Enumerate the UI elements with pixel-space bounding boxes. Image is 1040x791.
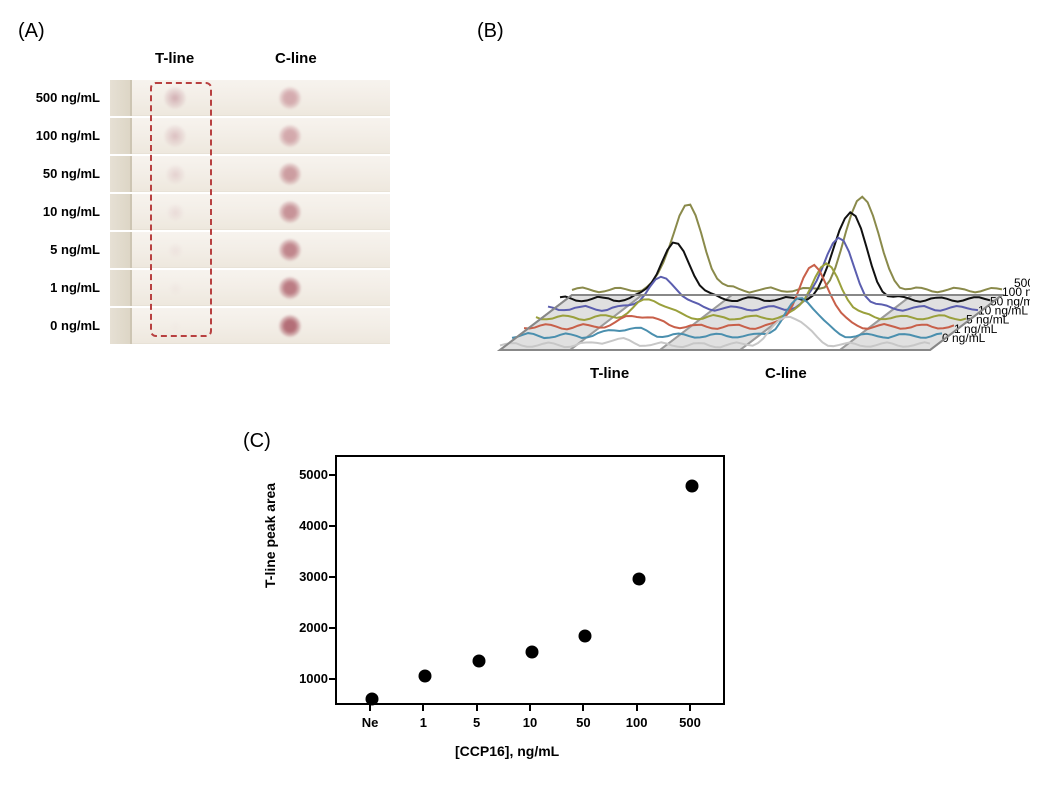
- y-tick-mark: [329, 678, 335, 680]
- x-tick-label: Ne: [362, 715, 379, 730]
- x-tick-label: 5: [473, 715, 480, 730]
- x-tick-label: 100: [626, 715, 648, 730]
- c-line-dot: [279, 239, 301, 261]
- c-line-dot: [279, 87, 301, 109]
- panel-a-dashed-box: [150, 82, 212, 337]
- x-tick-mark: [689, 705, 691, 711]
- x-tick-mark: [369, 705, 371, 711]
- panel-c: T-line peak area [CCP16], ng/mL 1000 2000…: [255, 445, 775, 785]
- y-tick-mark: [329, 525, 335, 527]
- concentration-label: 100 ng/mL: [10, 128, 100, 143]
- panel-a-c-header: C-line: [275, 50, 317, 67]
- concentration-label: 5 ng/mL: [10, 242, 100, 257]
- panel-c-chart-area: [335, 455, 725, 705]
- x-tick-label: 50: [576, 715, 590, 730]
- c-line-dot: [279, 201, 301, 223]
- series-label: 0 ng/mL: [942, 331, 986, 345]
- x-tick-label: 10: [523, 715, 537, 730]
- x-tick-label: 500: [679, 715, 701, 730]
- data-point: [579, 629, 592, 642]
- x-tick-mark: [529, 705, 531, 711]
- strip-pad: [110, 232, 132, 268]
- data-point: [419, 670, 432, 683]
- panel-b-t-label: T-line: [590, 365, 629, 382]
- x-tick-mark: [476, 705, 478, 711]
- c-line-dot: [279, 277, 301, 299]
- concentration-label: 0 ng/mL: [10, 318, 100, 333]
- data-point: [472, 655, 485, 668]
- y-tick-mark: [329, 627, 335, 629]
- y-tick-mark: [329, 474, 335, 476]
- data-point: [632, 573, 645, 586]
- y-tick-mark: [329, 576, 335, 578]
- strip-pad: [110, 156, 132, 192]
- strip-pad: [110, 118, 132, 154]
- strip-pad: [110, 270, 132, 306]
- y-tick-label: 2000: [283, 620, 328, 635]
- panel-c-ylabel: T-line peak area: [262, 483, 278, 588]
- panel-a-t-header: T-line: [155, 50, 194, 67]
- strip-row: 1 ng/mL: [10, 270, 450, 308]
- strip-row: 500 ng/mL: [10, 80, 450, 118]
- data-point: [686, 480, 699, 493]
- y-tick-label: 5000: [283, 467, 328, 482]
- concentration-label: 1 ng/mL: [10, 280, 100, 295]
- panel-b-c-label: C-line: [765, 365, 807, 382]
- y-tick-label: 3000: [283, 569, 328, 584]
- x-tick-mark: [636, 705, 638, 711]
- strip-pad: [110, 80, 132, 116]
- panel-b-svg: 500 ng/mL100 ng/mL50 ng/mL10 ng/mL5 ng/m…: [470, 10, 1030, 410]
- strip-row: 0 ng/mL: [10, 308, 450, 346]
- concentration-label: 10 ng/mL: [10, 204, 100, 219]
- panel-a: T-line C-line 500 ng/mL 100 ng/mL 50 ng/mL…: [10, 40, 450, 370]
- concentration-label: 500 ng/mL: [10, 90, 100, 105]
- strip-row: 100 ng/mL: [10, 118, 450, 156]
- panel-b: 500 ng/mL100 ng/mL50 ng/mL10 ng/mL5 ng/m…: [470, 10, 1030, 410]
- strip-pad: [110, 194, 132, 230]
- c-line-dot: [279, 125, 301, 147]
- c-line-dot: [279, 315, 301, 337]
- x-tick-mark: [422, 705, 424, 711]
- x-tick-mark: [582, 705, 584, 711]
- data-point: [366, 693, 379, 706]
- y-tick-label: 4000: [283, 518, 328, 533]
- y-tick-label: 1000: [283, 671, 328, 686]
- strip-row: 5 ng/mL: [10, 232, 450, 270]
- strip-row: 50 ng/mL: [10, 156, 450, 194]
- concentration-label: 50 ng/mL: [10, 166, 100, 181]
- data-point: [526, 645, 539, 658]
- c-line-dot: [279, 163, 301, 185]
- x-tick-label: 1: [420, 715, 427, 730]
- strip-pad: [110, 308, 132, 344]
- panel-c-xlabel: [CCP16], ng/mL: [455, 743, 559, 759]
- trace-line: [572, 197, 1002, 293]
- strip-row: 10 ng/mL: [10, 194, 450, 232]
